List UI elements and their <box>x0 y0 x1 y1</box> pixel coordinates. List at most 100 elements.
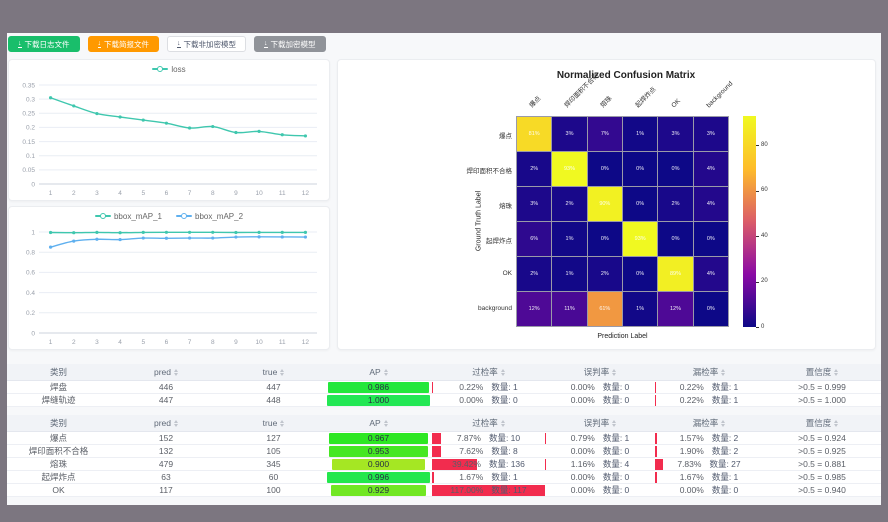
rate-value: 0.00% <box>570 395 595 405</box>
svg-text:12: 12 <box>302 339 310 346</box>
miss-rate-cell: 1.90% 数量: 2 <box>655 445 763 457</box>
sort-caret-icon[interactable] <box>383 419 388 427</box>
matrix-column-label: 熔珠 <box>599 95 614 110</box>
sort-caret-icon[interactable] <box>500 419 505 427</box>
matrix-cell: 7% <box>587 117 622 151</box>
ap-bar: 0.967 <box>328 432 429 444</box>
column-header-miss[interactable]: 漏检率 <box>655 415 763 431</box>
svg-text:7: 7 <box>188 339 192 346</box>
colorbar-tick-label: 60 <box>761 187 768 194</box>
confidence-cell: >0.5 = 0.924 <box>798 433 846 443</box>
column-header-miss[interactable]: 漏检率 <box>655 364 763 380</box>
matrix-cell: 2% <box>552 187 587 221</box>
sort-caret-icon[interactable] <box>612 419 617 427</box>
map-chart: 00.20.40.60.811 2 3 4 5 6 7 8 9 10 11 12 <box>26 229 317 346</box>
svg-text:0.3: 0.3 <box>26 96 35 103</box>
sort-caret-icon[interactable] <box>612 368 617 376</box>
column-header-mis[interactable]: 误判率 <box>545 415 655 431</box>
column-header-label: 类别 <box>49 367 67 377</box>
table-row: 焊盘 446 447 0.986 0.22% 数量: 1 0.00% 数量: 0 0.22% 数量… <box>7 381 881 394</box>
class-cell: 起焊炸点 <box>41 472 76 482</box>
download-button-4[interactable]: ↓ 下载加密模型 <box>254 36 326 52</box>
over-rate-cell: 7.87% 数量: 10 <box>432 432 545 444</box>
column-header-true[interactable]: true <box>222 364 325 380</box>
matrix-cell: 1% <box>622 292 658 326</box>
sort-caret-icon[interactable] <box>280 368 285 376</box>
svg-text:0: 0 <box>31 181 35 188</box>
svg-text:2: 2 <box>72 339 76 346</box>
download-button-2[interactable]: ↓ 下载简报文件 <box>87 36 159 52</box>
ap-bar: 0.929 <box>330 484 427 496</box>
confidence-cell: >0.5 = 0.999 <box>798 382 846 392</box>
legend-marker-icon <box>152 65 169 73</box>
column-header-conf[interactable]: 置信度 <box>763 364 881 380</box>
svg-text:0.35: 0.35 <box>22 82 35 89</box>
column-header-ap[interactable]: AP <box>325 415 432 431</box>
sort-caret-icon[interactable] <box>280 419 285 427</box>
true-cell: 60 <box>268 472 279 482</box>
matrix-cell: 93% <box>552 152 587 186</box>
ap-cell: 1.000 <box>325 394 432 406</box>
column-header-pred[interactable]: pred <box>110 364 222 380</box>
ap-bar: 1.000 <box>327 394 430 406</box>
legend-item-loss[interactable]: loss <box>152 65 186 74</box>
svg-text:6: 6 <box>165 190 169 197</box>
matrix-row-label: OK <box>502 270 512 278</box>
metrics-table-1: 类别 pred true AP 过检率 误判率 漏检率 置信度 焊盘 446 447 0.986 0.2… <box>7 364 881 407</box>
rate-bar <box>432 433 441 444</box>
column-header-over[interactable]: 过检率 <box>432 364 545 380</box>
column-header-pred[interactable]: pred <box>110 415 222 431</box>
table-header-row: 类别 pred true AP 过检率 误判率 漏检率 置信度 <box>7 415 881 432</box>
svg-text:0.05: 0.05 <box>22 167 35 174</box>
legend-marker-icon <box>176 212 192 220</box>
sort-caret-icon[interactable] <box>721 368 726 376</box>
column-header-true[interactable]: true <box>222 415 325 431</box>
miss-rate-cell: 1.67% 数量: 1 <box>655 471 763 483</box>
column-header-label: AP <box>369 418 381 428</box>
sort-caret-icon[interactable] <box>174 419 178 427</box>
true-cell: 447 <box>266 382 281 392</box>
legend-item-bbox_mAP_2[interactable]: bbox_mAP_2 <box>176 212 243 221</box>
svg-text:0.1: 0.1 <box>26 153 35 160</box>
rate-count: 数量: 2 <box>711 433 739 443</box>
ap-cell: 0.929 <box>325 484 432 496</box>
matrix-cell: 0% <box>622 257 658 291</box>
matrix-cell: 4% <box>693 257 728 291</box>
matrix-cell: 2% <box>517 257 552 291</box>
ap-cell: 0.996 <box>325 471 432 483</box>
ap-cell: 0.986 <box>325 381 432 393</box>
colorbar-tick <box>756 190 759 192</box>
column-header-ap[interactable]: AP <box>325 364 432 380</box>
rate-value: 1.67% <box>459 472 484 482</box>
metrics-table-2: 类别 pred true AP 过检率 误判率 漏检率 置信度 爆点 152 127 0.967 7.8… <box>7 415 881 497</box>
sort-caret-icon[interactable] <box>500 368 505 376</box>
confusion-matrix-xlabel: Prediction Label <box>597 333 648 340</box>
column-header-conf[interactable]: 置信度 <box>763 415 881 431</box>
sort-caret-icon[interactable] <box>834 368 839 376</box>
pred-cell: 132 <box>158 446 174 456</box>
sort-caret-icon[interactable] <box>174 368 178 376</box>
legend-item-bbox_mAP_1[interactable]: bbox_mAP_1 <box>94 212 162 221</box>
matrix-cell: 11% <box>552 292 587 326</box>
table-row: 爆点 152 127 0.967 7.87% 数量: 10 0.79% 数量: 1 1.57% 数… <box>7 432 881 445</box>
table-row: OK 117 100 0.929 117.00% 数量: 117 0.00% 数量: 0 0.0… <box>7 484 881 497</box>
rate-bar <box>432 459 477 470</box>
download-button-3[interactable]: ↓ 下载非加密模型 <box>167 36 246 52</box>
column-header-cls: 类别 <box>7 415 110 431</box>
matrix-row-label: 熔珠 <box>499 202 512 210</box>
column-header-mis[interactable]: 误判率 <box>545 364 655 380</box>
ap-bar: 0.996 <box>327 471 430 483</box>
column-header-over[interactable]: 过检率 <box>432 415 545 431</box>
true-cell: 448 <box>266 395 281 405</box>
column-header-label: 类别 <box>49 418 67 428</box>
svg-text:0.8: 0.8 <box>26 250 35 257</box>
matrix-row-label: background <box>478 305 512 313</box>
sort-caret-icon[interactable] <box>834 419 839 427</box>
matrix-cell: 89% <box>658 257 693 291</box>
over-rate-cell: 117.00% 数量: 117 <box>432 484 545 496</box>
sort-caret-icon[interactable] <box>721 419 726 427</box>
download-button-1[interactable]: ↓ 下载日志文件 <box>8 36 80 52</box>
column-header-label: 误判率 <box>583 367 610 377</box>
pred-cell: 447 <box>158 395 174 405</box>
sort-caret-icon[interactable] <box>383 368 388 376</box>
